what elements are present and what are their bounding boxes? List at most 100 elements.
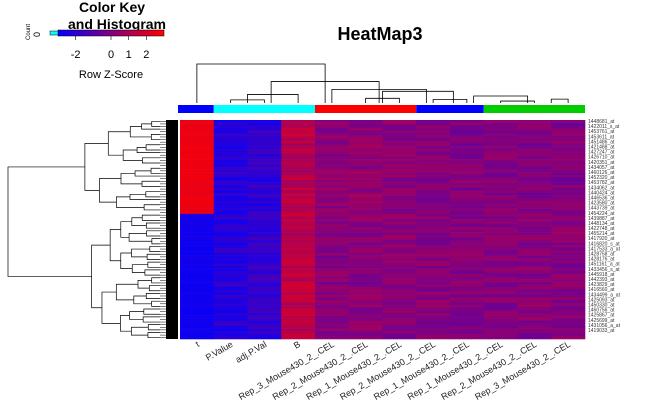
heatmap-cell: [281, 273, 316, 277]
heatmap-cell: [348, 224, 383, 228]
heatmap-cell: [281, 299, 316, 303]
heatmap-cell: [281, 255, 316, 259]
heatmap-cell: [450, 130, 485, 134]
row-dendrogram-link: [151, 277, 160, 284]
heatmap-cell: [348, 187, 383, 191]
heatmap-cell: [551, 323, 586, 327]
heatmap-cell: [517, 213, 552, 217]
heatmap-cell: [281, 130, 316, 134]
heatmap-cell: [382, 143, 417, 147]
heatmap-cell: [450, 297, 485, 301]
row-dendrogram-link: [151, 300, 160, 307]
heatmap-cell: [348, 172, 383, 176]
heatmap-cell: [315, 187, 350, 191]
heatmap-cell: [551, 279, 586, 282]
heatmap-cell: [382, 320, 417, 324]
heatmap-cell: [483, 302, 518, 306]
row-dendrogram-link: [131, 217, 147, 226]
heatmap-cell: [382, 190, 417, 194]
heatmap-cell: [483, 312, 518, 316]
heatmap-cell: [315, 219, 350, 222]
column-dendrogram: [196, 63, 569, 103]
heatmap-cell: [180, 195, 215, 199]
heatmap-cell: [517, 232, 552, 236]
heatmap-cell: [180, 260, 215, 264]
heatmap-cell: [551, 226, 586, 230]
heatmap-cell: [416, 195, 451, 199]
heatmap-cell: [315, 172, 350, 176]
heatmap-cell: [315, 193, 350, 196]
heatmap-cell: [416, 273, 451, 277]
heatmap-cell: [180, 208, 215, 212]
heatmap-cell: [483, 237, 518, 241]
heatmap-cell: [348, 245, 383, 249]
heatmap-cell: [416, 299, 451, 303]
heatmap-cell: [450, 333, 485, 337]
heatmap-cell: [382, 164, 417, 168]
heatmap-cell: [450, 242, 485, 246]
heatmap-cell: [247, 206, 282, 209]
heatmap-cell: [180, 151, 215, 155]
heatmap-cell: [180, 133, 215, 136]
heatmap-cell: [348, 263, 383, 267]
heatmap-cell: [213, 258, 248, 262]
heatmap-cell: [180, 211, 215, 215]
heatmap-cell: [247, 307, 282, 311]
heatmap-cell: [483, 148, 518, 152]
heatmap-cell: [281, 325, 316, 329]
heatmap-cell: [281, 125, 316, 129]
heatmap-cell: [180, 203, 215, 207]
heatmap-cell: [483, 310, 518, 314]
heatmap-cell: [281, 232, 316, 236]
row-dendrogram-link: [129, 126, 152, 138]
heatmap-cell: [450, 273, 485, 277]
heatmap-cell: [213, 224, 248, 228]
heatmap-cell: [315, 224, 350, 228]
heatmap-cell: [315, 203, 350, 207]
heatmap-cell: [450, 284, 485, 288]
row-label: 1451161_a_at: [588, 262, 620, 268]
heatmap-cell: [551, 190, 586, 194]
heatmap-cell: [213, 232, 248, 236]
heatmap-cell: [247, 234, 282, 238]
heatmap-cell: [382, 185, 417, 189]
heatmap-cell: [281, 211, 316, 215]
heatmap-cell: [382, 177, 417, 181]
heatmap-cell: [483, 281, 518, 285]
heatmap-cell: [281, 203, 316, 207]
heatmap-cell: [247, 281, 282, 285]
heatmap-cell: [213, 135, 248, 139]
heatmap-cell: [483, 153, 518, 157]
heatmap-cell: [483, 252, 518, 256]
heatmap-cell: [348, 234, 383, 238]
heatmap-cell: [551, 299, 586, 303]
heatmap-cell: [416, 333, 451, 337]
heatmap-cell: [416, 211, 451, 215]
row-dendrogram-link: [7, 166, 92, 277]
heatmap-cell: [348, 185, 383, 189]
heatmap-cell: [382, 133, 417, 136]
heatmap-cell: [180, 276, 215, 280]
heatmap-cell: [315, 305, 350, 309]
heatmap-cell: [551, 156, 586, 160]
heatmap-cell: [551, 252, 586, 256]
heatmap-cell: [483, 195, 518, 199]
heatmap-cell: [483, 224, 518, 228]
row-label: 1434062_at: [588, 185, 615, 191]
heatmap-cell: [180, 255, 215, 259]
heatmap-cell: [247, 302, 282, 306]
color-key-xlabel: Row Z-Score: [79, 69, 143, 81]
heatmap-cell: [348, 127, 383, 131]
row-dendrogram-link: [116, 196, 145, 208]
heatmap-cell: [180, 182, 215, 186]
heatmap-cell: [281, 268, 316, 272]
heatmap-cell: [450, 200, 485, 204]
row-dendrogram-link: [143, 204, 160, 211]
heatmap-cell: [416, 318, 451, 322]
heatmap-cell: [348, 164, 383, 168]
heatmap-cell: [247, 232, 282, 236]
row-dendrogram-link: [147, 332, 160, 339]
heatmap-cell: [315, 206, 350, 209]
heatmap-cell: [315, 292, 350, 295]
heatmap-cell: [315, 143, 350, 147]
